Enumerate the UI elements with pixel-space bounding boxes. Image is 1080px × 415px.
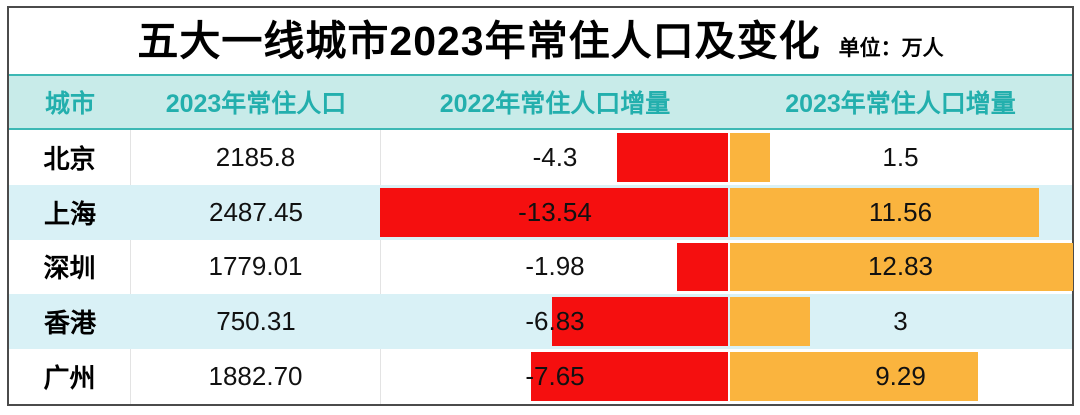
delta-2023-bar: [730, 133, 771, 182]
delta-2022-cell: -4.3: [381, 130, 729, 185]
delta-2023-value: 1.5: [882, 141, 919, 172]
delta-2023-cell: 3: [729, 294, 1072, 349]
population-cell: 750.31: [131, 294, 381, 349]
table-body: 北京 2185.8 -4.3 1.5 上海 2487.45 -13.54 11.…: [9, 130, 1073, 404]
column-header-delta-2023: 2023年常住人口增量: [785, 90, 1016, 118]
delta-2023-value: 12.83: [867, 251, 934, 282]
delta-2023-cell: 1.5: [729, 130, 1072, 185]
delta-2023-bar: [730, 352, 979, 401]
delta-2022-cell: -6.83: [381, 294, 729, 349]
city-cell: 广州: [9, 349, 131, 404]
city-label: 香港: [43, 308, 96, 339]
delta-2023-cell: 12.83: [729, 240, 1073, 295]
city-cell: 上海: [9, 185, 131, 240]
delta-2022-bar: [380, 187, 728, 237]
city-cell: 深圳: [9, 239, 131, 295]
unit-label: 单位：万人: [838, 36, 944, 60]
city-label: 北京: [43, 143, 96, 174]
population-cell: 1779.01: [131, 239, 381, 295]
delta-2023-cell: 9.29: [729, 349, 1072, 404]
delta-2023-bar: [730, 242, 1073, 292]
delta-2022-value: -13.54: [518, 196, 592, 227]
delta-2023-value: 11.56: [868, 196, 933, 227]
city-cell: 香港: [9, 294, 131, 349]
title-bar: 五大一线城市2023年常住人口及变化 单位：万人: [9, 8, 1072, 74]
population-value: 2487.45: [209, 196, 303, 227]
delta-2022-bar: [552, 297, 728, 347]
delta-2022-bar: [617, 133, 728, 182]
delta-2022-cell: -13.54: [380, 185, 729, 240]
population-cell: 2487.45: [131, 185, 381, 240]
delta-2022-cell: -1.98: [381, 240, 729, 295]
table-row: 香港 750.31 -6.83 3: [9, 294, 1072, 350]
delta-2022-value: -4.3: [532, 141, 578, 172]
city-label: 广州: [43, 363, 96, 394]
table-row: 北京 2185.8 -4.3 1.5: [9, 130, 1072, 185]
page-title: 五大一线城市2023年常住人口及变化: [137, 17, 821, 64]
table-row: 广州 1882.70 -7.65 9.29: [9, 349, 1072, 404]
city-label: 深圳: [43, 253, 96, 284]
column-header-city: 城市: [44, 90, 95, 118]
delta-2022-value: -7.65: [525, 361, 585, 392]
delta-2023-bar: [730, 187, 1040, 237]
population-cell: 2185.8: [131, 130, 381, 185]
delta-2022-bar: [677, 242, 728, 292]
city-label: 上海: [43, 198, 96, 229]
delta-2022-bar: [531, 352, 728, 401]
delta-2023-bar: [730, 297, 811, 347]
delta-2023-cell: 11.56: [729, 185, 1072, 240]
table-row: 上海 2487.45 -13.54 11.56: [9, 184, 1072, 240]
table-row: 深圳 1779.01 -1.98 12.83: [9, 239, 1073, 295]
column-header-population-2023: 2023年常住人口: [165, 90, 347, 118]
delta-2023-value: 9.29: [875, 361, 926, 392]
delta-2023-value: 3: [893, 306, 908, 337]
population-value: 1882.70: [208, 361, 303, 392]
city-cell: 北京: [9, 130, 131, 185]
delta-2022-value: -1.98: [525, 251, 585, 282]
column-header-delta-2022: 2022年常住人口增量: [439, 90, 671, 118]
delta-2022-cell: -7.65: [381, 349, 729, 404]
population-value: 1779.01: [208, 251, 303, 282]
population-value: 750.31: [216, 306, 296, 337]
table-header-row: 城市 2023年常住人口 2022年常住人口增量 2023年常住人口增量: [9, 74, 1072, 130]
population-value: 2185.8: [215, 141, 296, 172]
infographic-card: 五大一线城市2023年常住人口及变化 单位：万人 城市 2023年常住人口 20…: [7, 6, 1074, 406]
population-cell: 1882.70: [131, 349, 381, 404]
delta-2022-value: -6.83: [525, 306, 585, 337]
